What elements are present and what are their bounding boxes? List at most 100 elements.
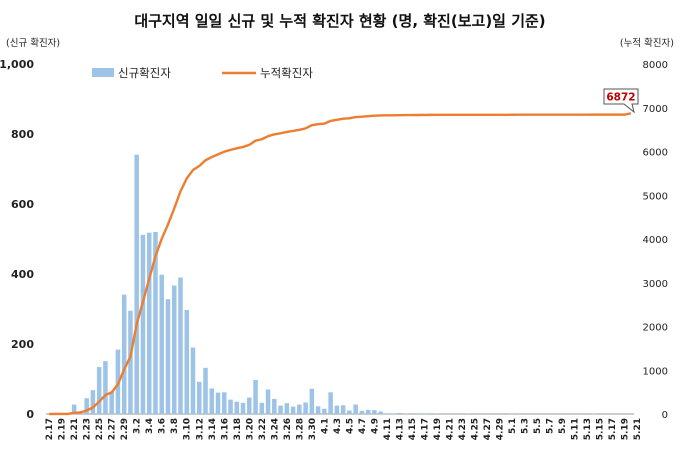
x-tick-label: 5.3 xyxy=(521,418,531,434)
right-y-tick-label: 1000 xyxy=(643,366,668,377)
bar xyxy=(272,398,277,414)
right-y-tick-label: 3000 xyxy=(643,279,668,290)
right-y-tick-label: 2000 xyxy=(643,323,668,334)
x-tick-label: 4.19 xyxy=(433,418,443,440)
bar xyxy=(90,390,96,414)
bar xyxy=(334,405,340,414)
x-tick-label: 4.9 xyxy=(370,418,380,434)
x-tick-label: 5.13 xyxy=(583,418,593,440)
bar xyxy=(215,392,221,414)
bar xyxy=(278,405,283,414)
bar xyxy=(328,392,333,414)
bar xyxy=(347,410,352,414)
x-tick-label: 4.27 xyxy=(483,418,493,440)
x-tick-label: 2.21 xyxy=(70,418,80,440)
bar xyxy=(359,410,365,414)
x-tick-label: 5.5 xyxy=(533,418,543,434)
x-tick-label: 2.23 xyxy=(83,418,93,440)
legend-label-new: 신규확진자 xyxy=(118,66,171,80)
bar xyxy=(253,380,258,414)
x-tick-label: 4.3 xyxy=(333,418,343,434)
bar xyxy=(128,310,133,414)
legend-label-cumulative: 누적확진자 xyxy=(260,66,313,80)
legend: 신규확진자 누적확진자 xyxy=(92,66,313,80)
bar xyxy=(384,413,390,414)
right-y-tick-label: 5000 xyxy=(643,191,668,202)
x-tick-label: 4.13 xyxy=(395,418,405,440)
x-tick-label: 3.30 xyxy=(308,418,318,440)
left-y-tick-label: 800 xyxy=(11,128,34,141)
left-y-tick-label: 400 xyxy=(11,268,34,281)
x-tick-label: 3.20 xyxy=(245,418,255,440)
x-tick-label: 5.19 xyxy=(621,418,631,440)
bar xyxy=(247,397,252,414)
x-tick-label: 3.10 xyxy=(183,418,193,440)
x-tick-label: 4.11 xyxy=(383,418,393,440)
x-tick-label: 4.23 xyxy=(458,418,468,440)
x-tick-label: 4.7 xyxy=(358,418,368,434)
x-tick-label: 5.21 xyxy=(633,418,643,440)
bar xyxy=(259,402,265,414)
bar xyxy=(428,413,433,414)
bar xyxy=(353,404,358,414)
bar xyxy=(209,388,215,414)
x-tick-label: 3.4 xyxy=(145,418,155,434)
x-tick-label: 2.19 xyxy=(58,418,68,440)
x-tick-label: 3.12 xyxy=(195,418,205,440)
bar xyxy=(184,310,189,414)
bar xyxy=(340,405,346,414)
x-tick-label: 2.17 xyxy=(45,418,55,440)
x-tick-label: 4.15 xyxy=(408,418,418,440)
bar xyxy=(365,409,371,414)
bar xyxy=(96,367,102,414)
bar xyxy=(378,411,383,414)
bar xyxy=(178,277,183,414)
bar xyxy=(228,399,233,414)
bar xyxy=(265,389,271,414)
x-tick-label: 3.2 xyxy=(133,418,143,434)
bar xyxy=(309,388,315,414)
x-tick-label: 4.1 xyxy=(320,418,330,434)
bar xyxy=(171,285,177,414)
callout-label: 6872 xyxy=(606,92,635,104)
bar xyxy=(203,367,208,414)
x-tick-label: 3.26 xyxy=(283,418,293,440)
x-tick-label: 3.28 xyxy=(295,418,305,440)
left-y-tick-label: 200 xyxy=(11,338,34,351)
x-tick-label: 4.17 xyxy=(420,418,430,440)
x-tick-label: 5.7 xyxy=(546,418,556,434)
bar xyxy=(234,401,240,414)
x-tick-label: 3.22 xyxy=(258,418,268,440)
bar xyxy=(109,392,114,414)
bar xyxy=(315,406,321,414)
bar xyxy=(240,402,246,414)
x-tick-label: 2.29 xyxy=(120,418,130,440)
x-tick-label: 2.25 xyxy=(95,418,105,440)
left-y-axis: 0 200 400 600 800 1,000 xyxy=(0,58,34,421)
bar xyxy=(397,412,402,414)
right-y-tick-label: 6000 xyxy=(643,148,668,159)
x-tick-label: 2.27 xyxy=(108,418,118,440)
bar xyxy=(322,408,327,414)
callout: 6872 xyxy=(603,88,639,114)
bar xyxy=(159,274,164,414)
cumulative-line xyxy=(49,112,632,416)
bar xyxy=(290,406,296,414)
right-y-tick-label: 0 xyxy=(662,410,668,421)
right-y-axis: 0 1000 2000 3000 4000 5000 6000 7000 8000 xyxy=(643,60,668,421)
x-axis: 2.17 2.19 2.21 2.23 2.25 2.27 2.29 3.2 3.4 3.6 3.8… xyxy=(45,418,643,440)
callout-box xyxy=(603,88,639,114)
bar xyxy=(140,234,146,414)
bar xyxy=(516,413,521,414)
left-y-tick-label: 1,000 xyxy=(0,58,34,71)
x-tick-label: 3.14 xyxy=(208,418,218,440)
x-tick-label: 5.1 xyxy=(508,418,518,434)
x-tick-label: 5.17 xyxy=(608,418,618,440)
x-tick-label: 5.9 xyxy=(558,418,568,434)
bar xyxy=(103,361,108,414)
x-tick-label: 3.18 xyxy=(233,418,243,440)
left-axis-label: (신규 확진자) xyxy=(6,37,60,49)
right-y-tick-label: 4000 xyxy=(643,235,668,246)
bar xyxy=(165,299,171,414)
